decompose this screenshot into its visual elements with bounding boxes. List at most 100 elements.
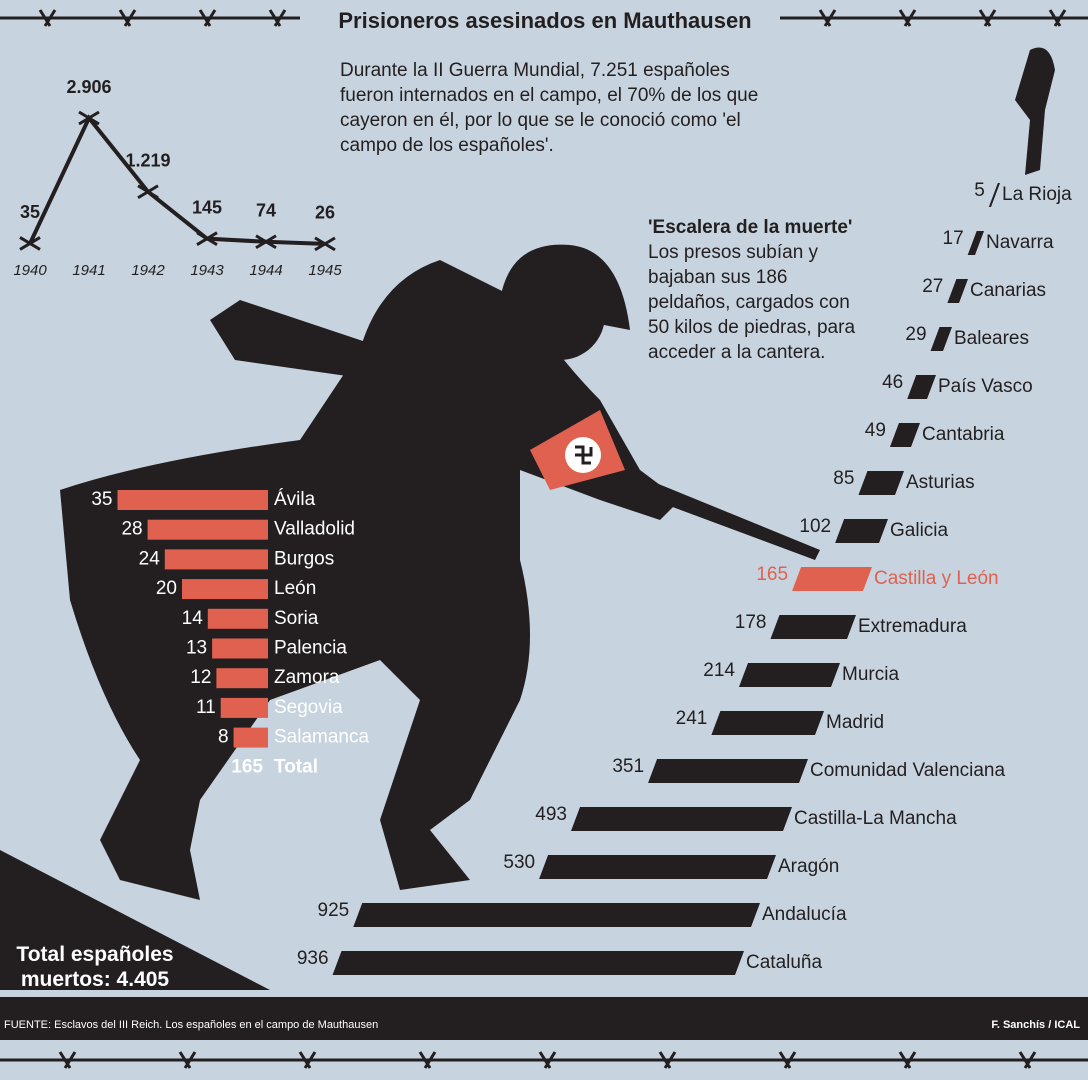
category-label: País Vasco bbox=[938, 376, 1033, 397]
value-label: 8 bbox=[218, 727, 229, 748]
category-label: Zamora bbox=[274, 667, 340, 688]
category-label: Murcia bbox=[842, 664, 899, 685]
point-marker bbox=[137, 184, 159, 200]
intro: Durante la II Guerra Mundial, 7.251 espa… bbox=[340, 60, 759, 156]
bar bbox=[212, 638, 268, 659]
stair-bar bbox=[988, 183, 1000, 207]
barbed-wire bbox=[0, 9, 1088, 1069]
point-marker bbox=[78, 110, 100, 126]
category-label: Extremadura bbox=[858, 616, 967, 637]
value-label: 20 bbox=[156, 578, 177, 599]
stair-bar bbox=[770, 615, 856, 639]
category-label: Galicia bbox=[890, 520, 949, 541]
bar bbox=[117, 490, 268, 510]
value-label: 27 bbox=[922, 276, 943, 297]
value-label: 925 bbox=[318, 900, 350, 921]
bar bbox=[182, 579, 268, 600]
value-label: 493 bbox=[535, 804, 567, 825]
category-label: Aragón bbox=[778, 856, 839, 877]
value-label: 26 bbox=[315, 203, 335, 223]
point-marker bbox=[255, 234, 277, 250]
point-marker bbox=[314, 236, 336, 252]
value-label: 13 bbox=[186, 638, 207, 659]
soldier-silhouette bbox=[0, 47, 1055, 990]
value-label: 28 bbox=[121, 519, 142, 540]
category-label: Segovia bbox=[274, 697, 343, 718]
value-label: 35 bbox=[91, 489, 112, 510]
x-tick-label: 1942 bbox=[131, 262, 165, 279]
source: FUENTE: Esclavos del III Reich. Los espa… bbox=[4, 1019, 378, 1031]
value-label: 241 bbox=[676, 708, 708, 729]
bar bbox=[147, 519, 268, 540]
value-label: 1.219 bbox=[125, 150, 170, 170]
category-label: Baleares bbox=[954, 328, 1029, 349]
category-label: Asturias bbox=[906, 472, 975, 493]
value-label: 17 bbox=[943, 228, 964, 249]
point-marker bbox=[19, 236, 41, 251]
x-tick-label: 1940 bbox=[13, 262, 47, 279]
stair-bar bbox=[571, 807, 792, 831]
value-label: 35 bbox=[20, 202, 40, 222]
bar bbox=[216, 668, 268, 689]
category-label: León bbox=[274, 578, 316, 599]
value-label: 214 bbox=[703, 660, 735, 681]
category-label: Cataluña bbox=[746, 952, 822, 973]
stair-bar bbox=[353, 903, 760, 927]
category-label: Castilla y León bbox=[874, 568, 999, 589]
stair-bar bbox=[792, 567, 872, 591]
category-label: Burgos bbox=[274, 548, 334, 569]
category-label: Cantabria bbox=[922, 424, 1005, 445]
x-tick-label: 1945 bbox=[308, 262, 342, 279]
stair-bar bbox=[648, 759, 808, 783]
value-label: 12 bbox=[190, 667, 211, 688]
value-label: 46 bbox=[882, 372, 903, 393]
point-marker bbox=[196, 231, 218, 246]
category-label: Salamanca bbox=[274, 727, 369, 748]
category-label: Ávila bbox=[274, 489, 316, 510]
credit: F. Sanchís / ICAL bbox=[991, 1019, 1080, 1031]
value-label: 85 bbox=[833, 468, 854, 489]
x-tick-label: 1943 bbox=[190, 262, 224, 279]
value-label: 145 bbox=[192, 197, 222, 217]
category-label: Soria bbox=[274, 608, 319, 629]
category-label: Comunidad Valenciana bbox=[810, 760, 1005, 781]
stair-bar bbox=[539, 855, 776, 879]
bar bbox=[164, 549, 268, 570]
value-label: 178 bbox=[735, 612, 767, 633]
value-label: 530 bbox=[503, 852, 535, 873]
x-tick-label: 1944 bbox=[249, 262, 282, 279]
value-label: 936 bbox=[297, 948, 329, 969]
value-label: 14 bbox=[182, 608, 204, 629]
value-label: 102 bbox=[799, 516, 831, 537]
footer-band bbox=[0, 997, 1088, 1040]
stair-bar bbox=[947, 279, 968, 303]
line bbox=[28, 114, 326, 246]
value-label: 29 bbox=[905, 324, 926, 345]
category-label: Valladolid bbox=[274, 519, 355, 540]
note-text: Los presos subían y bajaban sus 186 peld… bbox=[648, 242, 856, 363]
stair-bar bbox=[711, 711, 824, 735]
value-label: 165 bbox=[756, 564, 788, 585]
stair-bar bbox=[930, 327, 952, 351]
x-tick-label: 1941 bbox=[72, 262, 105, 279]
value-label: 351 bbox=[612, 756, 644, 777]
stair-bar bbox=[738, 663, 840, 687]
category-label: La Rioja bbox=[1002, 184, 1072, 205]
total-value: 165 bbox=[231, 756, 263, 777]
bar bbox=[220, 697, 268, 718]
value-label: 24 bbox=[139, 548, 161, 569]
value-label: 2.906 bbox=[66, 77, 111, 97]
value-label: 11 bbox=[196, 697, 216, 718]
category-label: Andalucía bbox=[762, 904, 847, 925]
stair-bar bbox=[967, 231, 984, 255]
category-label: Palencia bbox=[274, 638, 347, 659]
category-label: Navarra bbox=[986, 232, 1054, 253]
stair-bar bbox=[858, 471, 904, 495]
bar bbox=[207, 608, 268, 629]
stair-bar bbox=[835, 519, 888, 543]
stair-bar bbox=[332, 951, 744, 975]
category-label: Castilla-La Mancha bbox=[794, 808, 957, 829]
stair-bar bbox=[907, 375, 936, 399]
